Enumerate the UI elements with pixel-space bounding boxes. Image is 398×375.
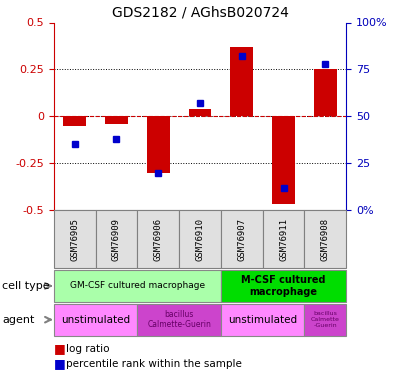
Text: GSM76910: GSM76910 — [195, 217, 205, 261]
Text: ■: ■ — [54, 357, 66, 370]
Text: GSM76906: GSM76906 — [154, 217, 163, 261]
Title: GDS2182 / AGhsB020724: GDS2182 / AGhsB020724 — [111, 6, 289, 20]
Text: GSM76909: GSM76909 — [112, 217, 121, 261]
Bar — [189, 109, 211, 116]
Text: GSM76911: GSM76911 — [279, 217, 288, 261]
Bar — [137, 304, 221, 336]
Bar — [221, 210, 263, 268]
Bar — [272, 116, 295, 204]
Text: unstimulated: unstimulated — [228, 315, 297, 325]
Bar — [263, 210, 304, 268]
Text: cell type: cell type — [2, 281, 50, 291]
Text: bacillus
Calmette-Guerin: bacillus Calmette-Guerin — [147, 310, 211, 329]
Text: log ratio: log ratio — [66, 344, 109, 354]
Text: bacillus
Calmette
-Guerin: bacillus Calmette -Guerin — [311, 311, 340, 328]
Bar — [54, 270, 221, 302]
Text: unstimulated: unstimulated — [61, 315, 130, 325]
Bar — [314, 69, 337, 116]
Text: M-CSF cultured
macrophage: M-CSF cultured macrophage — [241, 275, 326, 297]
Text: GSM76908: GSM76908 — [321, 217, 330, 261]
Bar — [54, 304, 137, 336]
Text: GSM76905: GSM76905 — [70, 217, 79, 261]
Text: GM-CSF cultured macrophage: GM-CSF cultured macrophage — [70, 281, 205, 290]
Bar — [304, 210, 346, 268]
Bar — [105, 116, 128, 124]
Bar — [96, 210, 137, 268]
Bar — [137, 210, 179, 268]
Bar — [221, 304, 304, 336]
Bar — [147, 116, 170, 172]
Bar — [179, 210, 221, 268]
Bar — [304, 304, 346, 336]
Bar — [63, 116, 86, 126]
Text: ■: ■ — [54, 342, 66, 355]
Bar — [54, 210, 96, 268]
Text: agent: agent — [2, 315, 34, 325]
Bar — [221, 270, 346, 302]
Text: GSM76907: GSM76907 — [237, 217, 246, 261]
Bar — [230, 47, 253, 116]
Text: percentile rank within the sample: percentile rank within the sample — [66, 359, 242, 369]
